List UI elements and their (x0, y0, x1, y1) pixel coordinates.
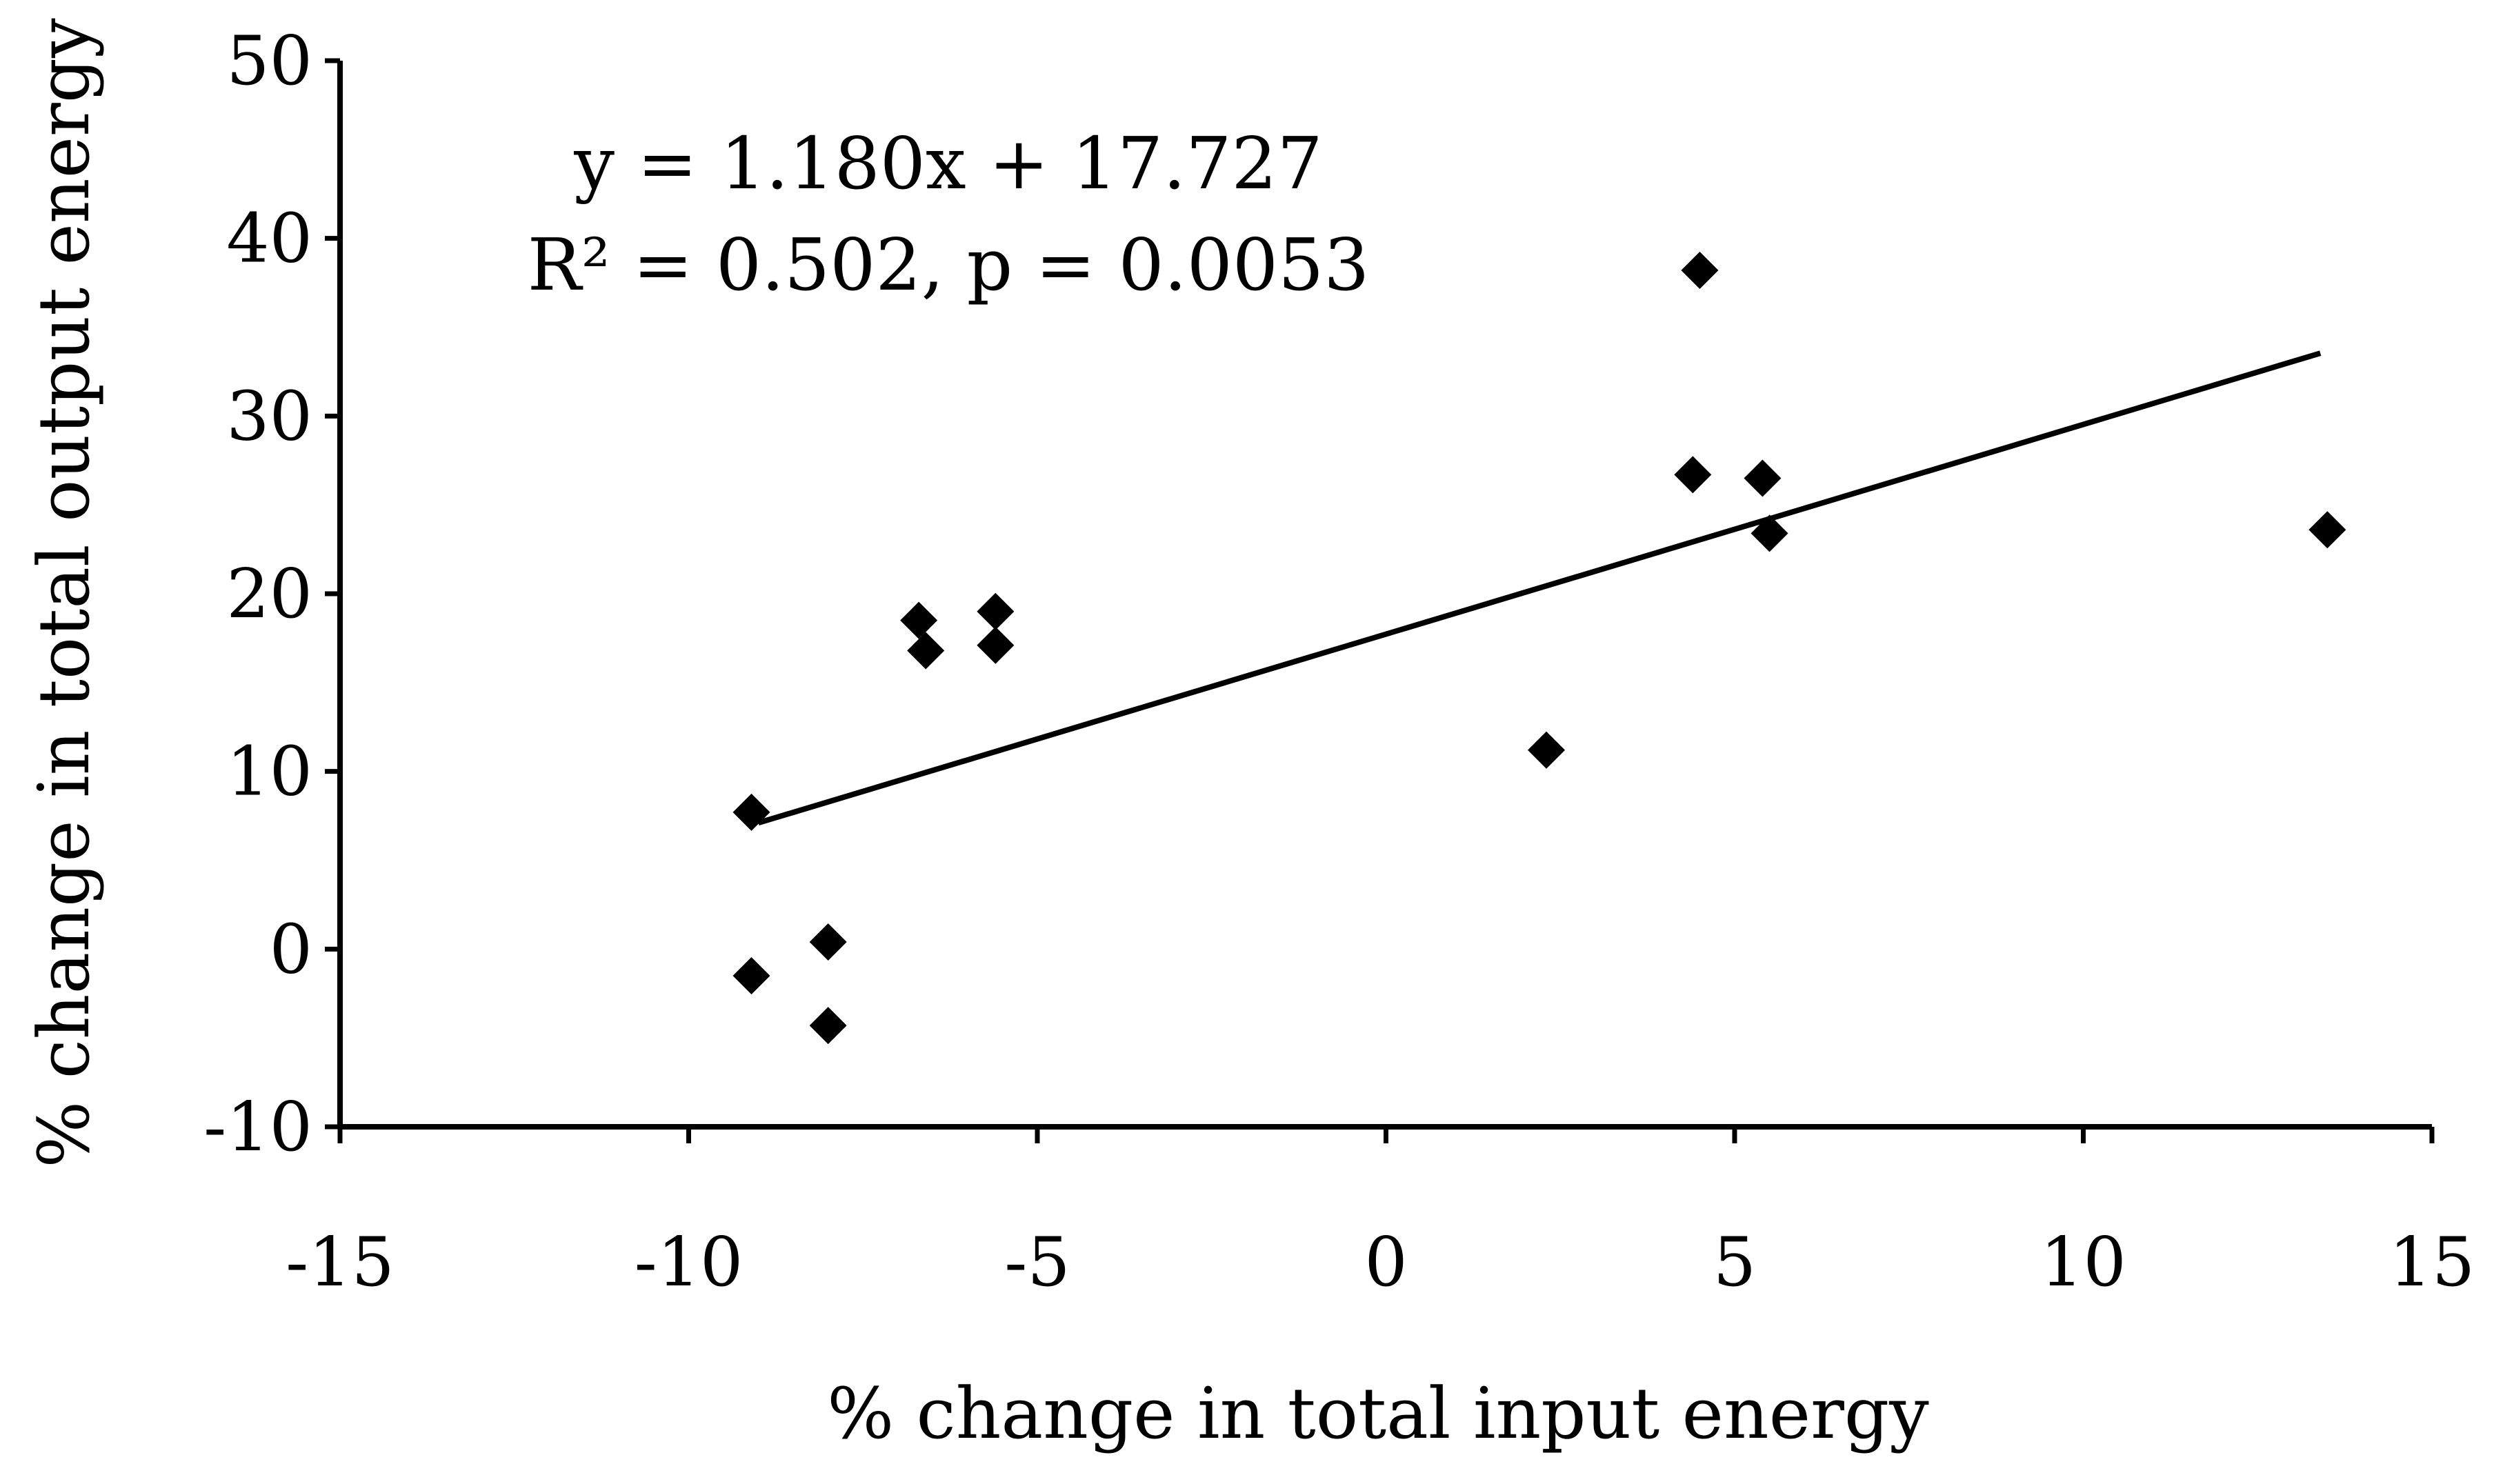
x-axis-tick-labels: -15 -10 -5 0 5 10 15 (286, 1223, 2475, 1302)
data-point (1681, 252, 1719, 290)
data-point (907, 632, 945, 670)
y-axis-title: % change in total output energy (23, 18, 106, 1168)
y-tick-label: 40 (226, 200, 312, 279)
x-tick-label: 10 (2040, 1223, 2126, 1302)
y-axis-ticks (325, 58, 340, 1130)
y-tick-label: 10 (226, 733, 312, 812)
equation-annotation: y = 1.180x + 17.727 (573, 121, 1323, 205)
y-tick-label: 0 (270, 910, 312, 989)
data-point (1674, 456, 1712, 494)
data-point (809, 923, 847, 961)
data-point (809, 1007, 847, 1045)
data-point (2308, 511, 2346, 549)
x-tick-label: 5 (1713, 1223, 1756, 1302)
trendline-layer (757, 350, 2322, 826)
y-tick-label: -10 (203, 1088, 312, 1167)
data-point (900, 601, 938, 639)
trendline (757, 350, 2322, 826)
data-point (732, 956, 770, 994)
x-tick-label: 0 (1364, 1223, 1407, 1302)
plot-area: -10 0 10 20 30 40 50 -15 -10 -5 0 5 10 15 (203, 22, 2475, 1302)
y-tick-label: 30 (226, 377, 312, 456)
stats-annotation: R² = 0.502, p = 0.0053 (528, 223, 1370, 307)
y-tick-label: 50 (226, 22, 312, 101)
data-points (732, 252, 2346, 1045)
data-point (1744, 459, 1782, 497)
data-point (977, 626, 1015, 664)
data-point (1750, 514, 1788, 552)
x-axis-title: % change in total input energy (827, 1373, 1929, 1455)
x-tick-label: -15 (286, 1223, 395, 1302)
x-tick-label: 15 (2389, 1223, 2475, 1302)
y-tick-label: 20 (226, 555, 312, 634)
x-axis-ticks (337, 1127, 2435, 1143)
data-point (1528, 731, 1566, 769)
data-point (732, 793, 770, 831)
data-point (977, 592, 1015, 630)
x-tick-label: -10 (635, 1223, 744, 1302)
x-tick-label: -5 (1004, 1223, 1070, 1302)
y-axis-tick-labels: -10 0 10 20 30 40 50 (203, 22, 312, 1167)
